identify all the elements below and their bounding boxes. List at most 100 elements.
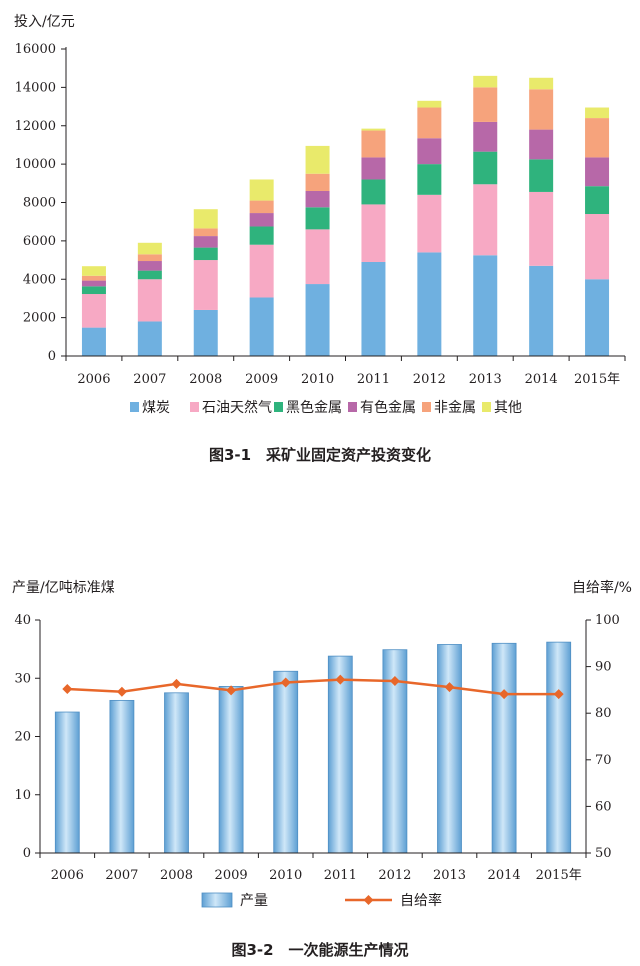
- chart1-y-axis-unit: 投入/亿元: [14, 14, 75, 30]
- chart2-line-path: [67, 678, 559, 696]
- chart1-legend-swatch: [274, 402, 283, 412]
- chart1-x-tick-label: 2015年: [574, 372, 620, 387]
- chart1-legend-swatch: [130, 402, 139, 412]
- chart2-line-marker: [389, 676, 400, 687]
- chart2-legend-label-bar: 产量: [240, 893, 268, 909]
- chart1-bar-segment: [137, 254, 162, 262]
- chart2-production-bar: [109, 699, 135, 854]
- chart1-bar-segment: [417, 194, 442, 253]
- chart2-left-tick-label: 0: [23, 846, 31, 861]
- chart2-line-marker: [444, 682, 455, 693]
- chart1-bar-segment: [305, 145, 330, 174]
- chart2-line-marker: [116, 686, 127, 697]
- chart2-production-bar: [164, 692, 189, 854]
- chart1-x-tick-label: 2013: [469, 372, 502, 387]
- chart1-x-tick-label: 2014: [525, 372, 558, 387]
- chart1-legend-swatch: [422, 402, 431, 412]
- chart2-production-bar: [382, 649, 408, 854]
- chart2-x-tick-label: 2008: [160, 868, 193, 883]
- chart1-legend-swatch: [348, 402, 357, 412]
- chart1-bar-segment: [137, 261, 162, 271]
- chart1-x-tick-label: 2007: [133, 372, 166, 387]
- chart1-y-tick-label: 16000: [15, 42, 56, 57]
- chart1-bar-segment: [305, 207, 330, 230]
- chart1-bar-segment: [417, 100, 442, 108]
- chart2-left-tick-label: 30: [14, 671, 31, 686]
- chart2-x-tick-label: 2006: [51, 868, 84, 883]
- chart1-bar-segment: [249, 200, 274, 214]
- chart2-right-tick-label: 80: [595, 706, 612, 721]
- chart1-bar-segment: [137, 270, 162, 280]
- chart1-bar-segment: [529, 265, 554, 356]
- chart1-bar-segment: [417, 138, 442, 165]
- chart1-bar-segment: [585, 107, 610, 119]
- chart1-bar-segment: [305, 229, 330, 285]
- chart1-bar-segment: [305, 173, 330, 191]
- chart2-production-bar: [491, 642, 517, 854]
- chart1-bar-segment: [529, 191, 554, 266]
- chart1-bar-segment: [361, 157, 386, 180]
- chart2-x-tick-label: 2011: [324, 868, 357, 883]
- chart1-x-tick-label: 2006: [77, 372, 110, 387]
- chart1-bar-segment: [193, 228, 218, 237]
- chart2-production-bar: [273, 670, 299, 854]
- chart1-bar-segment: [585, 214, 610, 280]
- chart1-bar-segment: [473, 255, 498, 356]
- chart2-production-bar: [437, 644, 462, 854]
- chart2-right-axis-ticks: 50 60 70 80 90 100: [586, 613, 620, 861]
- chart2-line-marker: [171, 678, 182, 689]
- chart2-x-tick-label: 2009: [215, 868, 248, 883]
- chart1-bar-segment: [81, 294, 106, 328]
- chart2-legend: 产量 自给率: [201, 892, 442, 909]
- chart2-x-tick-label: 2013: [433, 868, 466, 883]
- chart1-bar-segment: [585, 118, 610, 158]
- chart1-bar-segment: [361, 261, 386, 356]
- chart1-legend-swatch: [190, 402, 199, 412]
- chart1-legend: 煤炭 石油天然气 黑色金属 有色金属 非金属 其他: [130, 399, 522, 416]
- chart1-x-tick-label: 2008: [189, 372, 222, 387]
- chart1-bar-segment: [81, 266, 106, 276]
- chart2-x-tick-label: 2012: [378, 868, 411, 883]
- chart1-bar-segment: [585, 157, 610, 187]
- chart2-line-marker: [499, 689, 510, 700]
- chart1-legend-swatch: [482, 402, 491, 412]
- chart1-x-tick-label: 2011: [357, 372, 390, 387]
- chart2-production-bar: [546, 641, 572, 854]
- chart1-bar-segment: [81, 280, 106, 287]
- chart1-x-tick-label: 2009: [245, 372, 278, 387]
- chart1-bar-segment: [473, 87, 498, 122]
- chart1-bar-segment: [361, 130, 386, 158]
- chart1-y-tick-label: 14000: [15, 80, 56, 95]
- chart2-right-tick-label: 70: [595, 753, 612, 768]
- chart2-x-tick-label: 2015年: [536, 868, 582, 883]
- chart1-bar-segment: [529, 89, 554, 130]
- chart1-x-tick-label: 2012: [413, 372, 446, 387]
- chart1-y-tick-label: 4000: [23, 272, 56, 287]
- chart2-production-bar: [327, 655, 353, 854]
- chart1-bar-segment: [473, 121, 498, 152]
- chart1-y-tick-label: 8000: [23, 196, 56, 211]
- chart2-caption: 图3-2 一次能源生产情况: [231, 941, 408, 959]
- chart1-bar-segment: [417, 252, 442, 356]
- chart1-bar-segment: [193, 209, 218, 229]
- chart1-bar-segment: [473, 75, 498, 88]
- chart1-bar-segment: [305, 284, 330, 356]
- chart2-right-tick-label: 100: [595, 613, 620, 628]
- chart1-y-tick-label: 10000: [15, 157, 56, 172]
- chart1-bar-segment: [361, 179, 386, 205]
- chart1-bar-segment: [585, 279, 610, 356]
- chart1-bar-segment: [417, 164, 442, 195]
- chart1-y-axis-ticks: 0 2000 4000 6000 8000 10000 12000 14000 16000: [15, 42, 66, 364]
- chart1-bar-segment: [193, 247, 218, 261]
- chart2-line-marker: [553, 689, 564, 700]
- chart1-bar-segment: [137, 279, 162, 322]
- chart1-bar-segment: [193, 309, 218, 356]
- chart1-bar-segment: [249, 226, 274, 245]
- chart1-bars: [81, 75, 610, 356]
- chart1-caption: 图3-1 采矿业固定资产投资变化: [209, 446, 431, 464]
- energy-production-chart: 产量/亿吨标准煤 自给率/% 0 10 20 30 40 50 60 70 80 90 100 2…: [12, 579, 632, 959]
- chart2-production-bar: [218, 686, 244, 854]
- chart1-y-tick-label: 6000: [23, 234, 56, 249]
- chart1-bar-segment: [417, 107, 442, 139]
